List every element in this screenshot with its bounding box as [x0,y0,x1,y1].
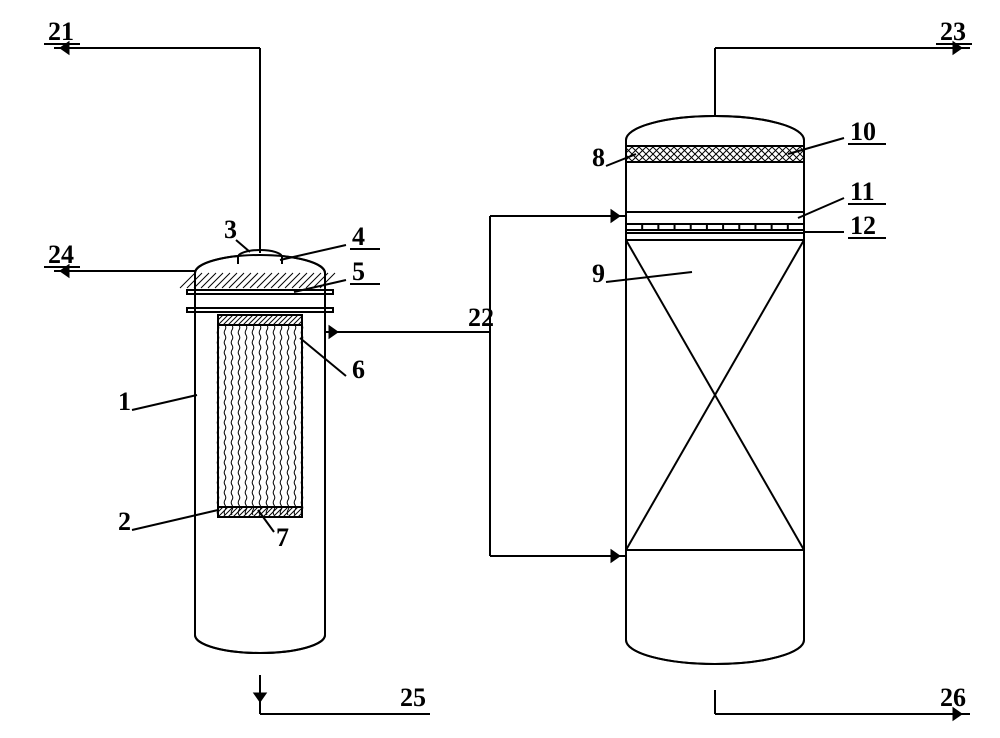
vessel-1 [180,250,335,653]
label-8: 8 [592,143,605,172]
label-3: 3 [224,215,237,244]
label-7: 7 [276,523,289,552]
label-21: 21 [48,17,74,46]
label-9: 9 [592,259,605,288]
label-4: 4 [352,222,365,251]
piping [54,48,970,714]
label-26: 26 [940,683,966,712]
label-1: 1 [118,387,131,416]
label-10: 10 [850,117,876,146]
label-12: 12 [850,211,876,240]
label-11: 11 [850,177,875,206]
label-25: 25 [400,683,426,712]
label-2: 2 [118,507,131,536]
label-24: 24 [48,240,74,269]
label-6: 6 [352,355,365,384]
vessel-2 [608,116,823,664]
label-22: 22 [468,303,494,332]
label-5: 5 [352,257,365,286]
label-23: 23 [940,17,966,46]
